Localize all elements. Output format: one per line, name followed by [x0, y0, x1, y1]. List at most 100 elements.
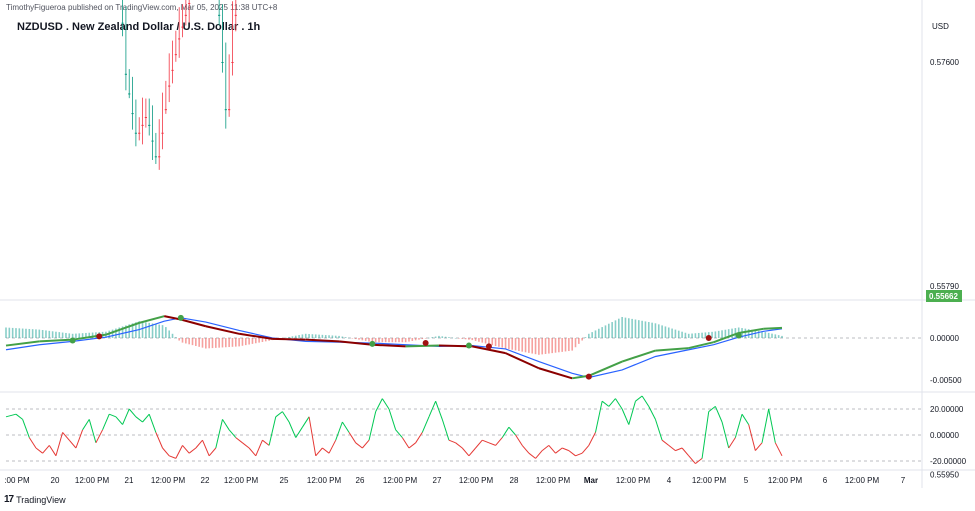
macd-histogram-bar: [731, 328, 733, 338]
macd-histogram-bar: [394, 338, 397, 343]
macd-histogram-bar: [644, 321, 647, 338]
oscillator-segment: [122, 408, 130, 425]
macd-line-segment: [472, 345, 506, 355]
macd-histogram-bar: [484, 338, 487, 344]
x-tick-label: :00 PM: [4, 476, 30, 485]
macd-histogram-bar: [538, 338, 540, 355]
macd-line-segment: [138, 315, 165, 324]
macd-histogram-bar: [771, 333, 773, 338]
macd-histogram-bar: [501, 338, 504, 348]
x-tick-label: 26: [356, 476, 365, 485]
oscillator-segment: [162, 447, 170, 457]
oscillator-segment: [322, 447, 330, 454]
macd-histogram-bar: [521, 338, 524, 352]
macd-histogram-bar: [757, 330, 760, 338]
x-tick-label: 21: [125, 476, 134, 485]
candle-body: [174, 54, 177, 56]
oscillator-segment: [235, 437, 243, 444]
macd-histogram-bar: [208, 338, 210, 349]
oscillator-segment: [508, 426, 516, 436]
macd-histogram-bar: [588, 333, 590, 338]
oscillator-segment: [169, 455, 177, 459]
macd-histogram-bar: [341, 336, 344, 338]
oscillator-tick-label: 0.00000: [930, 431, 959, 440]
macd-histogram-bar: [188, 338, 190, 345]
macd-histogram-bar: [235, 338, 237, 347]
oscillator-segment: [468, 447, 476, 457]
x-tick-label: 12:00 PM: [616, 476, 651, 485]
macd-histogram-bar: [75, 333, 77, 338]
oscillator-segment: [255, 440, 263, 456]
macd-histogram-bar: [351, 338, 354, 339]
macd-histogram-bar: [464, 338, 467, 340]
x-tick-label: 27: [433, 476, 442, 485]
macd-histogram-bar: [248, 338, 250, 345]
x-tick-label: 7: [901, 476, 906, 485]
tradingview-brand[interactable]: 17 TradingView: [4, 494, 66, 505]
macd-histogram-bar: [681, 331, 683, 338]
macd-line-segment: [763, 326, 783, 330]
oscillator-segment: [388, 408, 397, 430]
macd-histogram-bar: [571, 338, 573, 351]
macd-histogram-bar: [591, 332, 593, 338]
oscillator-segment: [768, 408, 776, 443]
macd-histogram-bar: [111, 329, 114, 338]
macd-cross-dot: [465, 342, 472, 349]
currency-label[interactable]: USD: [932, 22, 949, 31]
macd-histogram-bar: [38, 329, 41, 338]
macd-line-segment: [713, 332, 740, 344]
macd-histogram-bar: [354, 338, 357, 340]
macd-histogram-bar: [654, 323, 657, 338]
macd-histogram-bar: [511, 338, 514, 350]
oscillator-segment: [635, 395, 643, 402]
macd-histogram-bar: [727, 329, 730, 338]
oscillator-segment: [621, 408, 630, 425]
macd-histogram-bar: [781, 335, 783, 338]
oscillator-segment: [28, 437, 37, 449]
macd-histogram-bar: [454, 338, 457, 339]
oscillator-segment: [535, 450, 543, 459]
tradingview-brand-name: TradingView: [16, 494, 66, 505]
macd-histogram-bar: [498, 338, 500, 347]
oscillator-segment: [295, 426, 303, 438]
macd-histogram-bar: [408, 338, 410, 342]
oscillator-segment: [648, 406, 656, 420]
macd-histogram-bar: [251, 338, 254, 344]
macd-histogram-bar: [531, 338, 534, 354]
oscillator-segment: [708, 406, 716, 412]
macd-histogram-bar: [125, 325, 127, 338]
macd-histogram-bar: [714, 331, 717, 338]
macd-histogram-bar: [238, 338, 240, 347]
candle-body: [188, 3, 191, 5]
x-tick-label: Mar: [584, 476, 598, 485]
oscillator-segment: [461, 447, 470, 457]
price-pane[interactable]: [0, 0, 922, 300]
macd-histogram-bar: [145, 322, 147, 338]
macd-histogram-bar: [711, 331, 713, 338]
candle-body: [158, 156, 161, 158]
oscillator-segment: [282, 411, 290, 423]
macd-histogram-bar: [5, 327, 7, 338]
macd-histogram-bar: [554, 338, 557, 353]
x-tick-label: 12:00 PM: [224, 476, 259, 485]
macd-line-segment: [105, 321, 140, 336]
x-tick-label: 12:00 PM: [536, 476, 571, 485]
macd-histogram-bar: [578, 338, 580, 344]
candle-body: [161, 132, 164, 134]
oscillator-segment: [368, 411, 377, 441]
macd-histogram-bar: [721, 330, 723, 338]
macd-histogram-bar: [304, 333, 307, 338]
macd-histogram-bar: [641, 320, 643, 338]
macd-histogram-bar: [548, 338, 550, 354]
oscillator-segment: [348, 432, 357, 444]
macd-histogram-bar: [488, 338, 490, 345]
macd-histogram-bar: [195, 338, 197, 346]
macd-histogram-bar: [328, 335, 330, 338]
macd-histogram-bar: [684, 332, 687, 338]
macd-histogram-bar: [191, 338, 194, 346]
oscillator-segment: [115, 416, 123, 425]
oscillator-segment: [128, 408, 137, 418]
macd-line-segment: [39, 338, 73, 343]
macd-histogram-bar: [461, 338, 464, 339]
